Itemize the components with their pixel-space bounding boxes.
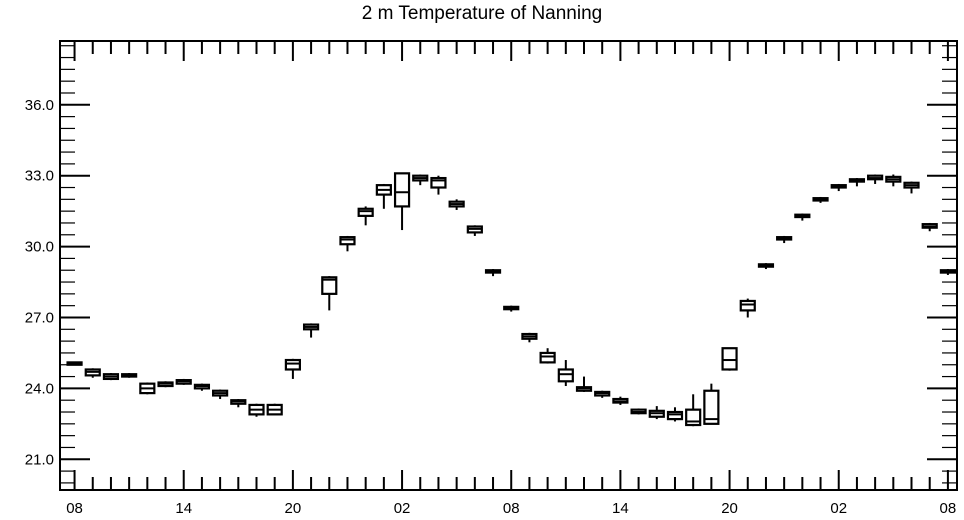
box-item: [776, 235, 793, 244]
box-item: [594, 390, 611, 398]
box-item: [867, 174, 884, 184]
box-item: [321, 276, 338, 311]
chart-title: 2 m Temperature of Nanning: [361, 3, 603, 24]
box-item: [157, 381, 174, 388]
box-body: [284, 358, 301, 371]
y-axis: 21.0 24.0 27.0 30.0 33.0 36.0: [25, 45, 957, 484]
box-item: [648, 406, 665, 420]
box-item: [830, 183, 847, 192]
box-series: [66, 172, 957, 427]
x-tick-label: 20: [721, 500, 738, 517]
box-item: [284, 358, 301, 379]
y-tick-label: 33.0: [25, 168, 54, 185]
box-body: [703, 389, 720, 425]
x-axis: 08 14 20 02 08 14 20 02 08: [66, 41, 956, 517]
box-item: [521, 332, 538, 343]
box-item: [666, 407, 684, 422]
box-body: [339, 236, 356, 246]
box-item: [612, 396, 629, 405]
box-item: [339, 235, 356, 252]
box-item: [302, 323, 320, 338]
box-body: [393, 172, 411, 208]
box-item: [812, 196, 829, 203]
box-item: [921, 222, 938, 232]
box-item: [412, 174, 429, 186]
y-tick-label: 27.0: [25, 309, 54, 326]
box-item: [357, 206, 374, 226]
box-item: [575, 376, 593, 392]
box-item: [175, 378, 192, 385]
y-tick-label: 21.0: [25, 451, 54, 468]
box-item: [484, 269, 502, 277]
plot-frame: [59, 40, 958, 491]
box-item: [721, 347, 738, 371]
x-tick-label: 20: [285, 500, 302, 517]
box-item: [266, 403, 283, 416]
box-item: [794, 213, 811, 221]
box-item: [539, 348, 556, 364]
box-body: [430, 176, 447, 189]
box-item: [230, 399, 247, 408]
box-item: [193, 383, 211, 391]
box-item: [448, 199, 465, 210]
box-item: [466, 225, 483, 236]
y-tick-label: 24.0: [25, 380, 54, 397]
x-tick-label: 08: [503, 500, 520, 517]
box-item: [939, 269, 957, 275]
box-body: [357, 207, 374, 217]
x-tick-label: 14: [612, 500, 629, 517]
box-body: [666, 410, 684, 421]
box-item: [248, 403, 265, 417]
box-item: [885, 174, 902, 187]
box-item: [630, 408, 647, 415]
y-tick-label: 36.0: [25, 97, 54, 114]
box-item: [685, 394, 702, 427]
box-item: [503, 305, 520, 312]
box-body: [321, 276, 338, 295]
box-item: [848, 178, 866, 187]
box-item: [393, 172, 411, 231]
box-item: [102, 373, 120, 381]
box-body: [685, 408, 702, 427]
box-item: [121, 373, 138, 378]
box-item: [84, 368, 101, 378]
box-body: [539, 351, 556, 364]
box-item: [903, 181, 920, 194]
box-item: [757, 263, 775, 270]
box-body: [557, 368, 574, 383]
box-item: [66, 361, 83, 366]
box-item: [375, 183, 392, 209]
box-body: [721, 347, 738, 371]
box-item: [212, 389, 229, 400]
box-item: [139, 382, 156, 395]
x-tick-label: 08: [940, 500, 957, 517]
box-body: [739, 299, 756, 312]
box-item: [703, 383, 720, 425]
box-item: [557, 360, 574, 387]
x-tick-label: 14: [175, 500, 192, 517]
x-tick-label: 02: [830, 500, 847, 517]
x-tick-label: 08: [66, 500, 83, 517]
box-item: [739, 298, 756, 318]
x-tick-label: 02: [394, 500, 411, 517]
y-tick-label: 30.0: [25, 239, 54, 256]
box-item: [430, 175, 447, 195]
